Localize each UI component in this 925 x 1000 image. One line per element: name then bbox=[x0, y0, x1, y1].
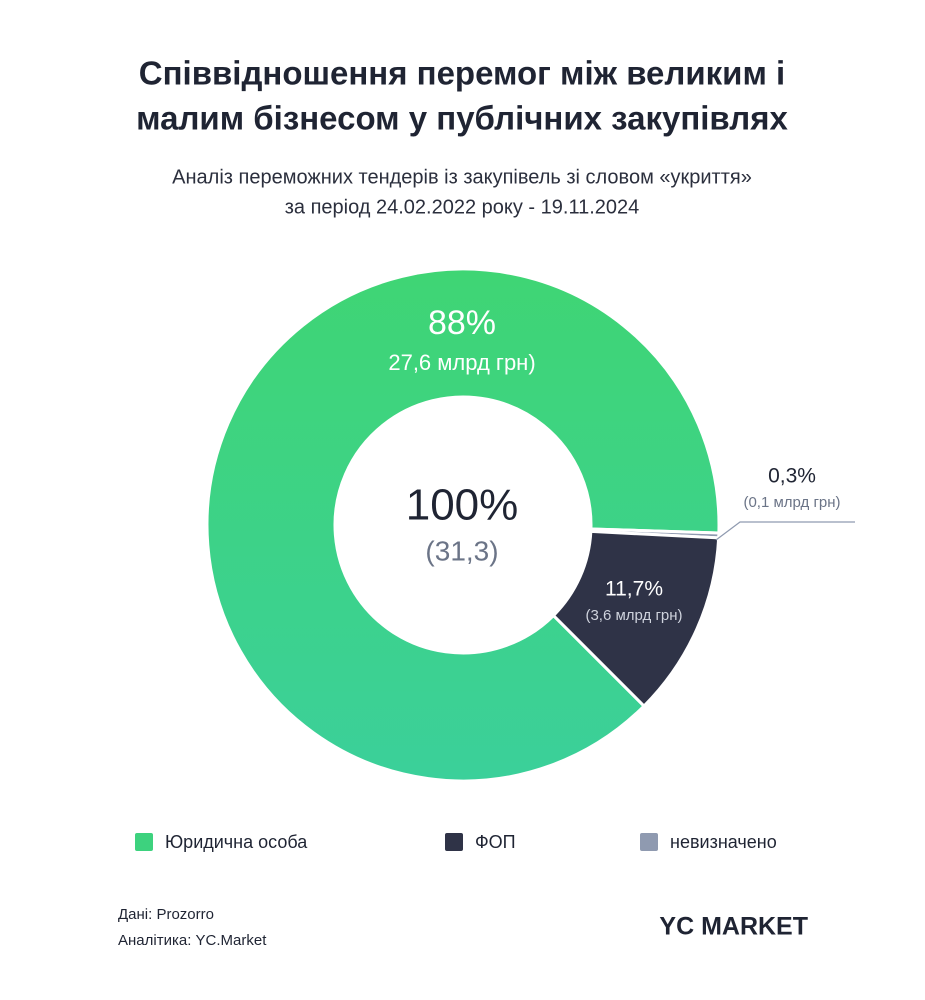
amount-label: (3,6 млрд грн) bbox=[585, 607, 682, 624]
legend-label: ФОП bbox=[475, 832, 516, 852]
center-sublabel: (31,3) bbox=[425, 535, 498, 566]
logo: YC MARKET bbox=[659, 913, 808, 941]
chart-title: Співвідношення перемог між великим і bbox=[139, 55, 785, 92]
chart-title: малим бізнесом у публічних закупівлях bbox=[136, 100, 788, 137]
amount-label: (0,1 млрд грн) bbox=[743, 494, 840, 511]
analytics: Аналітика: YC.Market bbox=[118, 932, 267, 949]
legend-swatch bbox=[135, 833, 153, 851]
legend-swatch bbox=[640, 833, 658, 851]
value-label: 0,3% bbox=[768, 465, 816, 488]
legend-swatch bbox=[445, 833, 463, 851]
chart-subtitle: Аналіз переможних тендерів із закупівель… bbox=[172, 166, 752, 188]
source: Дані: Prozorro bbox=[118, 906, 214, 923]
amount-label: 27,6 млрд грн) bbox=[388, 350, 535, 375]
chart-subtitle: за період 24.02.2022 року - 19.11.2024 bbox=[285, 196, 640, 218]
pie-slice bbox=[551, 529, 721, 709]
legend-label: невизначено bbox=[670, 832, 777, 852]
value-label: 88% bbox=[428, 304, 496, 342]
leader-line bbox=[715, 521, 855, 541]
center-label: 100% bbox=[406, 481, 519, 530]
value-label: 11,7% bbox=[605, 578, 663, 601]
legend-label: Юридична особа bbox=[165, 832, 308, 852]
